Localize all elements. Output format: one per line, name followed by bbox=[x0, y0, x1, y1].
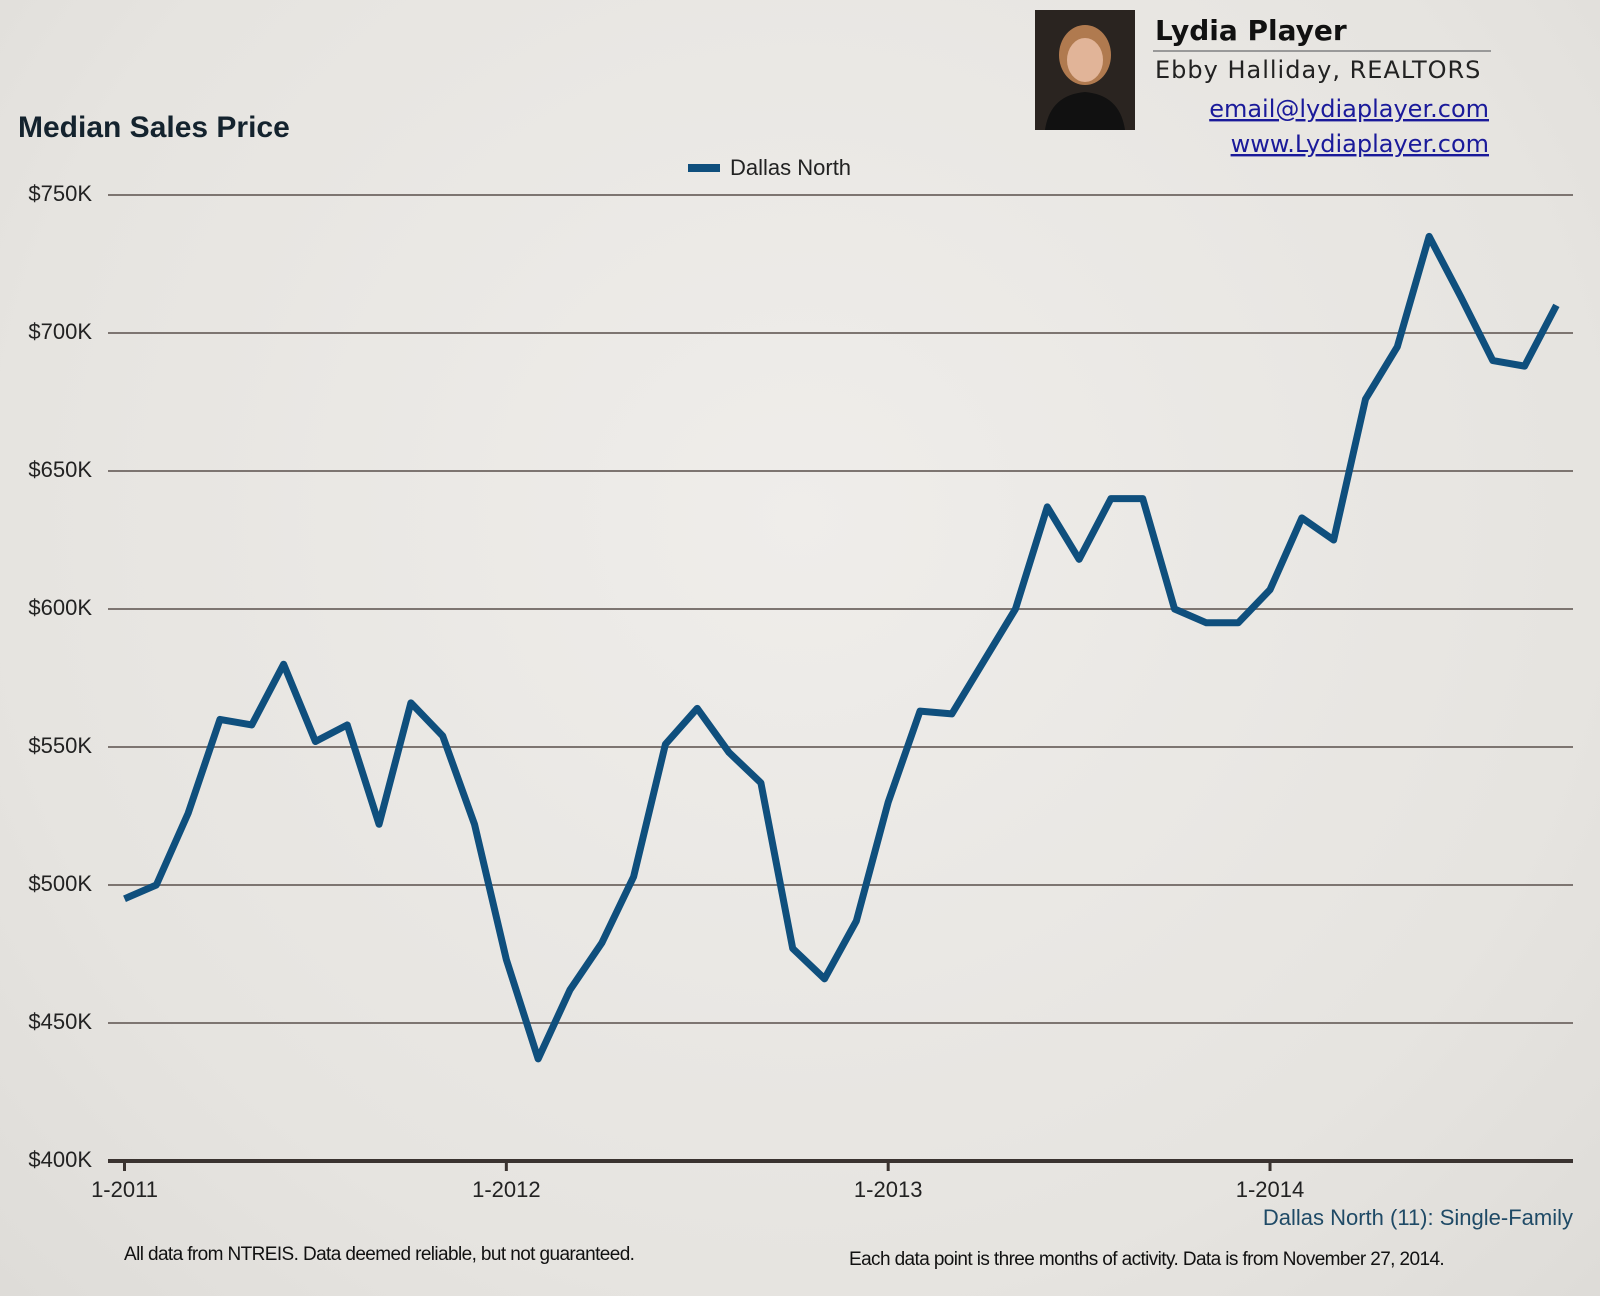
y-tick-label: $750K bbox=[28, 181, 92, 206]
line-series bbox=[123, 232, 1560, 1063]
y-tick-label: $450K bbox=[28, 1009, 92, 1034]
footnote: Each data point is three months of activ… bbox=[849, 1249, 1444, 1270]
x-tick-label: 1-2014 bbox=[1236, 1177, 1305, 1202]
agent-name: Lydia Player bbox=[1155, 14, 1347, 47]
chart-title: Median Sales Price bbox=[18, 111, 290, 144]
agent-card: Lydia Player Ebby Halliday, REALTORS ema… bbox=[1035, 10, 1491, 158]
agent-photo-body bbox=[1045, 92, 1125, 130]
y-tick-label: $400K bbox=[28, 1147, 92, 1172]
legend-swatch bbox=[688, 164, 720, 172]
y-tick-label: $700K bbox=[28, 319, 92, 344]
y-tick-label: $550K bbox=[28, 733, 92, 758]
chart-subtitle: Dallas North (11): Single-Family bbox=[1263, 1205, 1573, 1230]
agent-company: Ebby Halliday, REALTORS bbox=[1155, 56, 1481, 84]
agent-website[interactable]: www.Lydiaplayer.com bbox=[1231, 130, 1489, 158]
footnote: All data from NTREIS. Data deemed reliab… bbox=[124, 1244, 634, 1265]
y-tick-label: $600K bbox=[28, 595, 92, 620]
legend-label: Dallas North bbox=[730, 155, 851, 180]
x-tick-label: 1-2011 bbox=[91, 1177, 158, 1202]
x-tick-label: 1-2012 bbox=[472, 1177, 541, 1202]
agent-email[interactable]: email@lydiaplayer.com bbox=[1209, 95, 1489, 123]
y-tick-label: $500K bbox=[28, 871, 92, 896]
agent-photo-face bbox=[1067, 38, 1103, 82]
y-tick-label: $650K bbox=[28, 457, 92, 482]
x-tick-label: 1-2013 bbox=[854, 1177, 923, 1202]
